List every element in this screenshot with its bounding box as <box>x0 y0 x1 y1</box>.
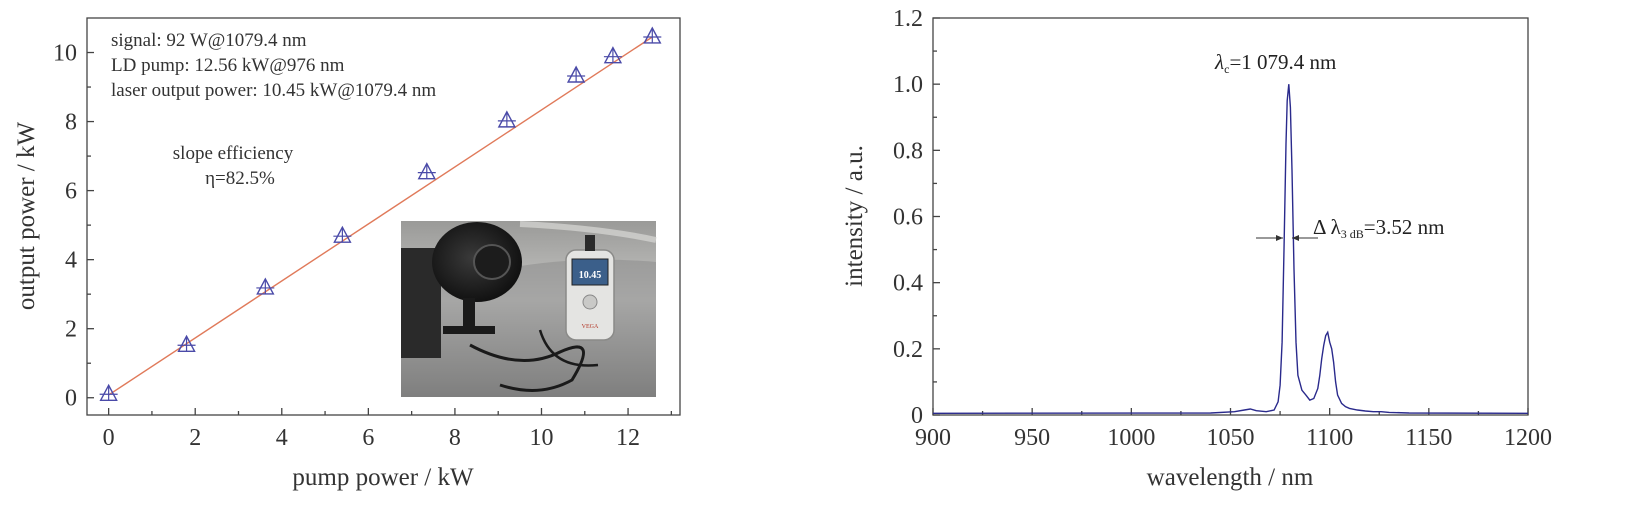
meter-brand: VEGA <box>582 324 599 330</box>
x-tick-label: 6 <box>362 425 374 451</box>
y-tick-label: 0.6 <box>893 205 923 231</box>
y-tick-label: 1.0 <box>893 72 923 98</box>
photo-highlight <box>519 221 657 243</box>
x-tick-label: 900 <box>915 425 951 451</box>
annotation-pump: LD pump: 12.56 kW@976 nm <box>111 55 345 76</box>
y-tick-label: 4 <box>65 248 77 274</box>
x-tick-label: 12 <box>616 425 640 451</box>
data-point <box>417 162 436 180</box>
y-tick-label: 0.2 <box>893 337 923 363</box>
data-point <box>177 334 196 352</box>
annotation-output: laser output power: 10.45 kW@1079.4 nm <box>111 80 436 101</box>
photo-post <box>463 298 475 328</box>
chart-pump-output: 0 2 4 6 8 10 12 0 2 4 6 8 10 signal: 92 W@1079.4 nm… <box>13 17 681 491</box>
data-point <box>333 225 352 243</box>
photo-meter-connector <box>585 235 595 251</box>
x-ticks-right: 900 950 1000 1050 1100 1150 1200 <box>915 408 1552 451</box>
x-tick-label: 1200 <box>1504 425 1552 451</box>
x-ticks-left: 0 2 4 6 8 10 12 <box>103 408 672 451</box>
data-point <box>566 65 586 83</box>
y-tick-label: 6 <box>65 179 77 205</box>
x-tick-label: 1000 <box>1107 425 1155 451</box>
bandwidth-marker <box>1256 235 1318 241</box>
y-tick-label: 2 <box>65 317 77 343</box>
fit-line <box>108 36 653 396</box>
annotation-bandwidth: Δ λ3 dB=3.52 nm <box>1313 215 1444 241</box>
y-tick-label: 0 <box>65 386 77 412</box>
data-point <box>497 110 517 128</box>
data-point <box>99 383 118 401</box>
photo-meter-dial <box>582 294 598 310</box>
y-tick-label: 10 <box>53 41 77 67</box>
x-tick-label: 8 <box>449 425 461 451</box>
bw-value: =3.52 nm <box>1364 215 1445 239</box>
photo-aperture <box>473 244 511 280</box>
x-axis-label-left: pump power / kW <box>292 464 474 491</box>
y-tick-label: 0.8 <box>893 138 923 164</box>
spectrum-line <box>932 84 1529 414</box>
y-tick-label: 0 <box>911 403 923 429</box>
peak-value: =1 079.4 nm <box>1229 50 1336 74</box>
x-tick-label: 1050 <box>1207 425 1255 451</box>
x-tick-label: 1150 <box>1405 425 1452 451</box>
annotation-signal: signal: 92 W@1079.4 nm <box>111 30 307 51</box>
x-axis-label-right: wavelength / nm <box>1147 464 1314 491</box>
plot-frame-left <box>86 17 681 416</box>
peak-symbol: λ <box>1214 50 1224 74</box>
x-tick-label: 1100 <box>1306 425 1353 451</box>
annotation-peak: λc=1 079.4 nm <box>1214 50 1336 76</box>
y-tick-label: 8 <box>65 110 77 136</box>
x-tick-label: 0 <box>103 425 115 451</box>
bw-subscript: 3 dB <box>1341 227 1364 241</box>
photo-base <box>443 326 495 334</box>
y-axis-label-right: intensity / a.u. <box>841 145 868 287</box>
y-tick-label: 0.4 <box>893 271 923 297</box>
photo-cable-2 <box>538 329 599 367</box>
y-axis-label-left: output power / kW <box>13 122 40 311</box>
y-ticks-right: 0 0.2 0.4 0.6 0.8 1.0 1.2 <box>893 6 940 429</box>
meter-reading: 10.45 <box>579 270 602 281</box>
annotation-slope-title: slope efficiency <box>173 143 294 164</box>
x-tick-label: 2 <box>189 425 201 451</box>
data-point <box>256 277 275 295</box>
chart-spectrum: 900 950 1000 1050 1100 1150 1200 0 0.2 0.4 0.6 0.8… <box>841 6 1552 491</box>
inset-photo: 10.45 VEGA <box>401 221 657 397</box>
bw-prefix: Δ λ <box>1313 215 1342 239</box>
data-point <box>603 46 623 64</box>
bw-arrowhead-left <box>1276 235 1283 241</box>
y-tick-label: 1.2 <box>893 6 923 32</box>
data-point <box>643 26 662 44</box>
y-ticks-left: 0 2 4 6 8 10 <box>53 41 94 412</box>
bw-arrowhead-right <box>1292 235 1299 241</box>
annotation-slope-value: η=82.5% <box>205 168 275 189</box>
peak-subscript: c <box>1224 62 1229 76</box>
photo-meter-screen <box>571 258 609 286</box>
photo-cable <box>469 343 585 392</box>
x-tick-label: 4 <box>276 425 288 451</box>
x-tick-label: 950 <box>1014 425 1050 451</box>
x-tick-label: 10 <box>529 425 553 451</box>
data-points-left <box>99 26 662 401</box>
